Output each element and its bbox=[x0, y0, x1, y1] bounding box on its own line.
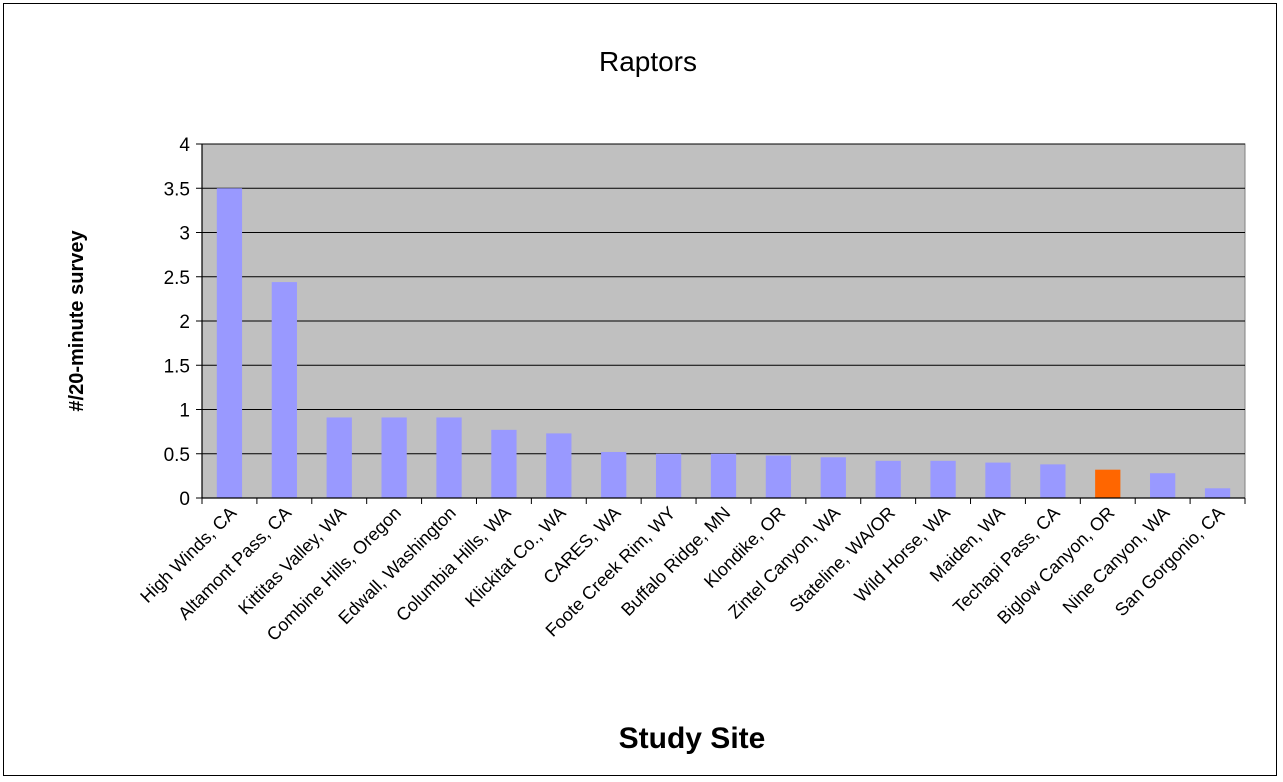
y-tick-label: 3 bbox=[179, 224, 190, 245]
bar bbox=[985, 462, 1011, 498]
chart-frame: Raptors 0 0.5 1 1.5 2 2.5 3 3.5 4 High Winds, CA… bbox=[3, 3, 1277, 776]
bar bbox=[1095, 469, 1121, 498]
bar bbox=[601, 451, 627, 498]
bar bbox=[1204, 488, 1231, 498]
bar bbox=[765, 455, 792, 498]
bar bbox=[820, 457, 846, 498]
y-tick-label: 1.5 bbox=[164, 356, 190, 377]
bar bbox=[326, 417, 352, 498]
x-category-label: Klickitat Co., WA bbox=[461, 503, 569, 611]
y-tick-label: 3.5 bbox=[164, 179, 190, 200]
x-axis-label: Study Site bbox=[619, 722, 766, 755]
bar bbox=[875, 460, 901, 498]
y-axis-ticks: 0 0.5 1 1.5 2 2.5 3 3.5 4 bbox=[164, 135, 202, 510]
y-tick-label: 0.5 bbox=[164, 445, 190, 466]
y-tick-label: 1 bbox=[179, 401, 190, 422]
bar bbox=[930, 460, 956, 498]
bar bbox=[546, 433, 572, 498]
x-category-label: High Winds, CA bbox=[136, 503, 240, 607]
bars bbox=[216, 188, 1231, 498]
y-tick-label: 0 bbox=[179, 489, 190, 510]
bar bbox=[655, 453, 682, 498]
gridlines bbox=[202, 143, 1245, 455]
bar bbox=[710, 453, 737, 498]
y-axis-label: #/20-minute survey bbox=[66, 230, 88, 412]
bar bbox=[436, 417, 462, 498]
chart-title: Raptors bbox=[599, 46, 697, 77]
axes bbox=[201, 144, 1246, 504]
bar bbox=[1150, 473, 1176, 498]
x-category-label: Wild Horse, WA bbox=[850, 503, 953, 606]
bar bbox=[1040, 464, 1066, 498]
y-tick-label: 2.5 bbox=[164, 268, 190, 289]
chart-svg: Raptors 0 0.5 1 1.5 2 2.5 3 3.5 4 High Winds, CA… bbox=[66, 46, 1246, 755]
bar bbox=[271, 282, 297, 498]
bar bbox=[381, 417, 407, 498]
bar bbox=[216, 188, 243, 498]
y-tick-label: 2 bbox=[179, 312, 190, 333]
y-tick-label: 4 bbox=[179, 135, 190, 156]
bar bbox=[491, 429, 517, 498]
